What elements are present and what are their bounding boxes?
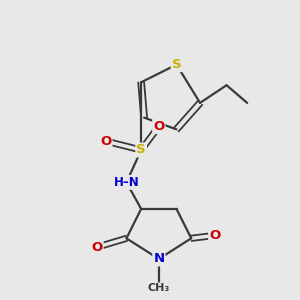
Text: N: N	[153, 252, 164, 266]
Text: CH₃: CH₃	[148, 284, 170, 293]
Text: O: O	[92, 241, 103, 254]
Text: O: O	[100, 135, 112, 148]
Text: S: S	[172, 58, 181, 71]
Text: O: O	[153, 120, 164, 133]
Text: O: O	[209, 229, 220, 242]
Text: S: S	[136, 143, 146, 157]
Text: H–N: H–N	[114, 176, 139, 189]
